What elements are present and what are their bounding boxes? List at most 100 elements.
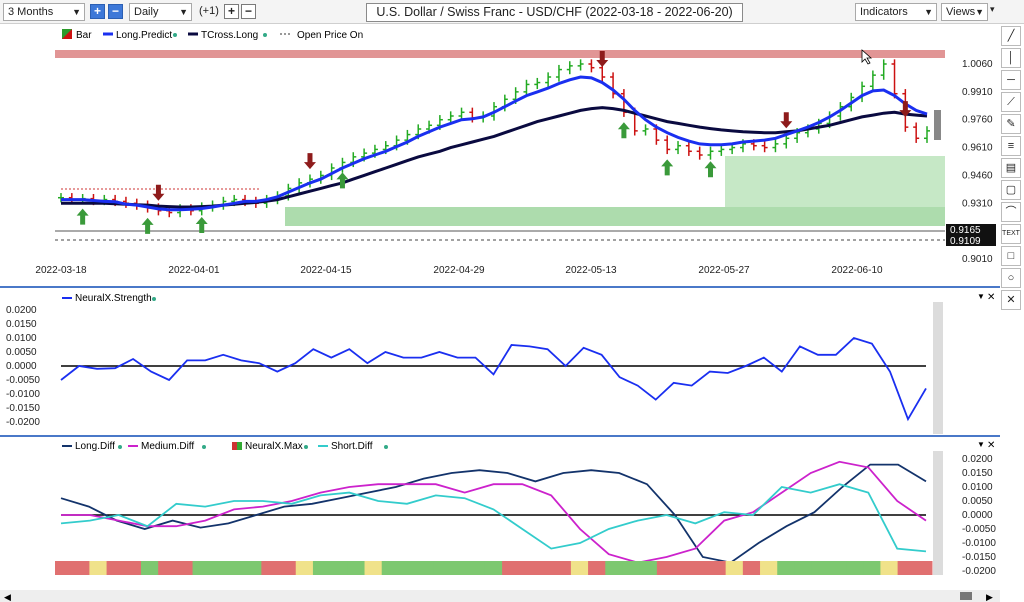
neuralx-max-band xyxy=(278,561,297,575)
neuralx-max-band xyxy=(622,561,641,575)
diff-chart[interactable]: 0.0200 0.0150 0.0100 0.0050 0.0000 -0.0050 -0.… xyxy=(0,437,1000,602)
pane-collapse-icon[interactable]: ▼ xyxy=(977,292,985,301)
strength-y-tick: 0.0150 xyxy=(6,319,37,330)
pane-divider[interactable] xyxy=(0,435,1000,437)
delete-icon[interactable]: ✕ xyxy=(1001,290,1021,310)
strength-y-tick: -0.0050 xyxy=(6,375,40,386)
pencil-icon[interactable]: ✎ xyxy=(1001,114,1021,134)
callout-icon[interactable]: ▢ xyxy=(1001,180,1021,200)
neuralx-max-band xyxy=(656,561,675,575)
strength-chart[interactable]: 0.0200 0.0150 0.0100 0.0050 0.0000 -0.0050 -0.… xyxy=(0,288,1000,436)
diff-y-tick: -0.0100 xyxy=(962,538,996,549)
up-arrow-icon xyxy=(76,208,89,225)
up-arrow-icon xyxy=(661,159,674,176)
neuralx-max-band xyxy=(312,561,331,575)
ray-tool-icon[interactable]: ⟋ xyxy=(1001,92,1021,112)
offset-minus-button[interactable]: − xyxy=(241,4,256,19)
price-tag-lower-text: 0.9109 xyxy=(950,236,981,247)
interval-select[interactable]: Daily ▼ xyxy=(129,3,192,21)
diff-y-tick: -0.0200 xyxy=(962,566,996,577)
pane-close-icon[interactable]: ✕ xyxy=(987,440,995,451)
neuralx-max-band xyxy=(364,561,383,575)
indicators-dropdown[interactable]: Indicators ▼ xyxy=(855,3,937,21)
up-arrow-icon xyxy=(704,161,717,178)
neuralx-max-band xyxy=(708,561,727,575)
diff-scroll[interactable] xyxy=(933,451,943,575)
zoom-out-button[interactable]: − xyxy=(108,4,123,19)
down-arrow-icon xyxy=(899,101,912,118)
x-tick-label: 2022-04-01 xyxy=(168,265,220,276)
vertical-line-icon[interactable]: │ xyxy=(1001,48,1021,68)
x-tick-label: 2022-05-27 xyxy=(698,265,750,276)
neuralx-max-band xyxy=(175,561,194,575)
circle-icon[interactable]: ○ xyxy=(1001,268,1021,288)
pane-close-icon[interactable]: ✕ xyxy=(987,292,995,303)
text-tool-icon[interactable]: TEXT xyxy=(1001,224,1021,244)
settings-dot-icon[interactable] xyxy=(202,445,206,449)
resistance-zone xyxy=(55,50,945,58)
x-tick-label: 2022-03-18 xyxy=(35,265,87,276)
up-arrow-icon xyxy=(195,217,208,233)
neuralx-max-band xyxy=(416,561,434,575)
scroll-thumb-h[interactable] xyxy=(960,592,972,600)
neuralx-max-band xyxy=(639,561,658,575)
scroll-thumb[interactable] xyxy=(934,110,941,140)
scroll-right-icon[interactable]: ▶ xyxy=(986,592,993,602)
main-legend: Bar Long.Predict TCross.Long Open Price … xyxy=(62,29,363,41)
top-toolbar: 3 Months ▼ + − Daily ▼ (+1) + − U.S. Dolla… xyxy=(0,0,1024,24)
price-tag-upper xyxy=(946,224,996,235)
x-tick-label: 2022-06-10 xyxy=(831,265,883,276)
long-predict-line xyxy=(61,75,928,212)
y-tick-label: 0.9460 xyxy=(962,170,993,181)
x-tick-label: 2022-04-29 xyxy=(433,265,485,276)
horizontal-line-icon[interactable]: ─ xyxy=(1001,70,1021,90)
strength-scroll[interactable] xyxy=(933,302,943,434)
max-swatch-red xyxy=(232,442,237,450)
period-value: 3 Months xyxy=(8,6,54,18)
period-select[interactable]: 3 Months ▼ xyxy=(3,3,85,21)
settings-dot-icon[interactable] xyxy=(173,33,177,37)
neuralx-max-band xyxy=(381,561,400,575)
neuralx-max-band xyxy=(123,561,142,575)
neuralx-max-band xyxy=(347,561,366,575)
short-diff-line xyxy=(60,483,927,553)
arc-icon[interactable]: ⌒ xyxy=(1001,202,1021,222)
strength-y-tick: 0.0000 xyxy=(6,361,37,372)
scroll-left-icon[interactable]: ◀ xyxy=(4,592,11,602)
line-tool-icon[interactable]: ╱ xyxy=(1001,26,1021,46)
horizontal-scrollbar[interactable] xyxy=(0,590,1000,602)
up-arrow-icon xyxy=(336,172,349,189)
neuralx-max-band xyxy=(106,561,125,575)
settings-dot-icon[interactable] xyxy=(263,33,267,37)
mouse-cursor-icon xyxy=(861,49,873,65)
neuralx-max-band xyxy=(89,561,108,575)
fibonacci-icon[interactable]: ≡ xyxy=(1001,136,1021,156)
neuralx-max-band xyxy=(192,561,211,575)
strength-y-tick: -0.0200 xyxy=(6,417,40,428)
highlight-icon[interactable]: ▤ xyxy=(1001,158,1021,178)
settings-dot-icon[interactable] xyxy=(304,445,308,449)
y-tick-label: 0.9010 xyxy=(962,254,993,265)
pane-collapse-icon[interactable]: ▼ xyxy=(977,440,985,449)
settings-dot-icon[interactable] xyxy=(118,445,122,449)
rectangle-icon[interactable]: □ xyxy=(1001,246,1021,266)
strength-y-tick: -0.0100 xyxy=(6,389,40,400)
pane-divider[interactable] xyxy=(0,286,1000,288)
settings-dot-icon[interactable] xyxy=(384,445,388,449)
zoom-in-button[interactable]: + xyxy=(90,4,105,19)
diff-y-tick: -0.0150 xyxy=(962,552,996,563)
medium-diff-line xyxy=(61,460,927,564)
price-chart[interactable]: 1.0060 0.9910 0.9760 0.9610 0.9460 0.9310 0.91… xyxy=(0,24,1000,286)
offset-plus-button[interactable]: + xyxy=(224,4,239,19)
neuralx-max-band xyxy=(519,561,537,575)
neuralx-max-band xyxy=(570,561,589,575)
settings-dot-icon[interactable] xyxy=(152,297,156,301)
views-menu-icon[interactable]: ▾ xyxy=(990,4,995,14)
views-dropdown[interactable]: Views ▼ xyxy=(941,3,988,21)
up-arrow-icon xyxy=(617,122,630,139)
neuralx-max-band xyxy=(484,561,503,575)
diff-y-tick: 0.0200 xyxy=(962,454,993,465)
neuralx-max-band xyxy=(828,561,847,575)
indicators-label: Indicators xyxy=(860,6,908,18)
drawing-toolbar: ╱ │ ─ ⟋ ✎ ≡ ▤ ▢ ⌒ TEXT □ ○ ✕ xyxy=(1001,26,1023,312)
